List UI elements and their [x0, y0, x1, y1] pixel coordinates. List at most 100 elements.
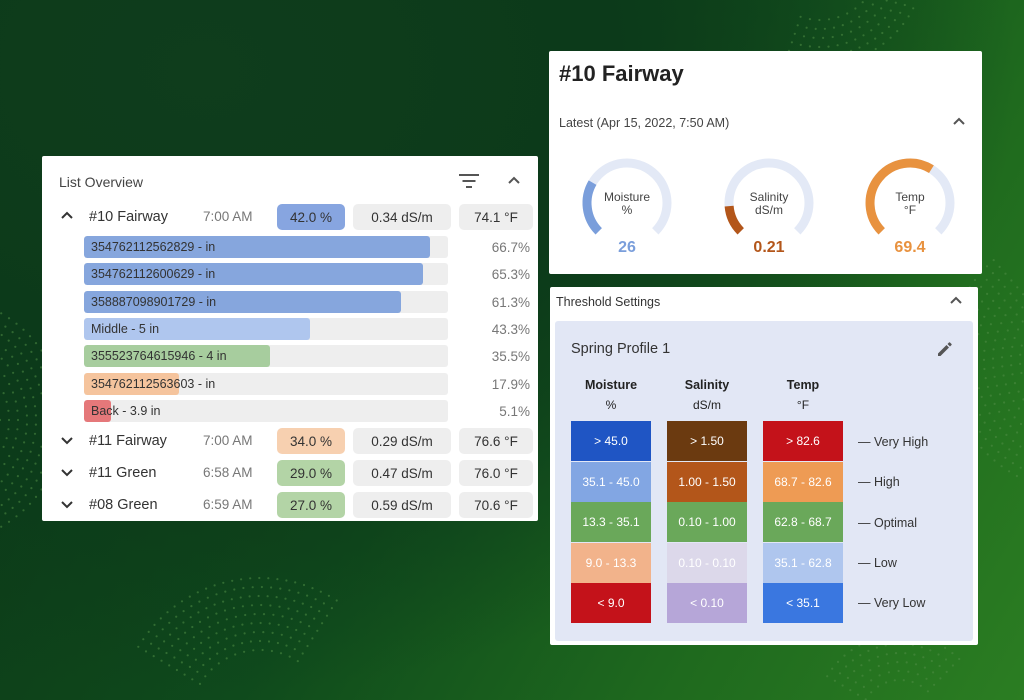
- sensor-label: 354762112562829 - in: [91, 240, 216, 254]
- column-unit: °F: [796, 398, 810, 412]
- sensor-bar-fill: [84, 290, 401, 313]
- gauge-ring: [865, 158, 955, 235]
- sensor-row[interactable]: Middle - 5 in 43.3%: [84, 317, 538, 340]
- threshold-cell: > 82.6: [763, 421, 843, 461]
- sensor-bar-track: 354762112600629 - in: [84, 263, 448, 286]
- gauge-value-arc: [582, 180, 603, 235]
- sensor-bar-track: Middle - 5 in: [84, 317, 448, 340]
- moisture-pill: 34.0 %: [277, 428, 345, 454]
- chevron-up-icon[interactable]: [951, 114, 967, 130]
- gauge-label: Temp °F: [862, 191, 958, 217]
- gauge-salinity: Salinity dS/m 0.21: [721, 155, 817, 273]
- site-row[interactable]: #10 Fairway 7:00 AM 42.0 % 0.34 dS/m 74.…: [42, 204, 538, 230]
- chevron-up-icon[interactable]: [59, 208, 75, 224]
- sensor-bar-fill: [84, 263, 423, 286]
- sensor-label: Back - 3.9 in: [91, 403, 161, 418]
- site-time: 7:00 AM: [203, 433, 253, 448]
- chevron-down-icon[interactable]: [59, 432, 75, 448]
- site-row[interactable]: #11 Fairway 7:00 AM 34.0 % 0.29 dS/m 76.…: [42, 428, 538, 454]
- sensor-percent: 65.3%: [491, 267, 530, 283]
- sensor-bar-track: 358887098901729 - in: [84, 290, 448, 313]
- sensor-label: Middle - 5 in: [91, 321, 160, 336]
- column-header: Moisture%: [571, 375, 651, 415]
- site-row[interactable]: #08 Green 6:59 AM 27.0 % 0.59 dS/m 70.6 …: [42, 492, 538, 518]
- latest-timestamp: Latest (Apr 15, 2022, 7:50 AM): [559, 116, 730, 130]
- threshold-cell: 0.10 - 1.00: [667, 502, 747, 542]
- sensor-label: 355523764615946 - 4 in: [91, 349, 227, 364]
- sensor-label: 354762112600629 - in: [91, 267, 216, 282]
- salinity-pill: 0.29 dS/m: [353, 428, 451, 454]
- moisture-pill: 42.0 %: [277, 204, 345, 230]
- site-name: #11 Fairway: [89, 433, 167, 449]
- sensor-label: 358887098901729 - in: [91, 294, 217, 309]
- column-unit: %: [605, 398, 617, 412]
- gauge-label-name: Temp: [895, 190, 925, 204]
- gauge-label: Salinity dS/m: [721, 191, 817, 217]
- sensor-row[interactable]: Back - 3.9 in 5.1%: [84, 399, 538, 422]
- gauge-label-name: Moisture: [603, 190, 650, 204]
- level-label: — Very High: [858, 435, 929, 449]
- temp-pill: 76.0 °F: [459, 460, 533, 486]
- sensor-percent: 61.3%: [491, 294, 530, 310]
- sensor-percent: 35.5%: [491, 349, 530, 365]
- sensor-row[interactable]: 354762112563603 - in 17.9%: [84, 372, 538, 395]
- threshold-profile-card: Spring Profile 1 Moisture% > 45.0 35.1 - 4…: [555, 321, 973, 641]
- chevron-up-icon[interactable]: [505, 172, 523, 190]
- moisture-pill: 29.0 %: [277, 460, 345, 486]
- column-name: Temp: [786, 378, 820, 392]
- column-header: Temp °F: [763, 375, 843, 415]
- sensor-bar-track: 355523764615946 - 4 in: [84, 345, 448, 368]
- gauge-value: 0.21: [753, 239, 785, 256]
- temp-pill: 76.6 °F: [459, 428, 533, 454]
- sensor-row[interactable]: 354762112600629 - in 65.3%: [84, 263, 538, 286]
- sensor-bar-fill: [84, 372, 179, 395]
- threshold-cell: 35.1 - 45.0: [571, 461, 651, 502]
- chevron-up-icon[interactable]: [948, 293, 964, 309]
- threshold-cell: < 0.10: [667, 583, 747, 623]
- threshold-cell: 68.7 - 82.6: [763, 461, 843, 502]
- threshold-cell: > 45.0: [571, 421, 651, 461]
- column-name: Moisture: [584, 378, 638, 392]
- sensor-label: 354762112563603 - in: [91, 376, 216, 391]
- gauge-ring: [582, 158, 672, 235]
- gauge-label-name: Salinity: [749, 190, 789, 204]
- threshold-cell: < 35.1: [763, 583, 843, 623]
- temp-pill: 70.6 °F: [459, 492, 533, 518]
- sensor-row[interactable]: 358887098901729 - in 61.3%: [84, 290, 538, 313]
- list-overview-panel: List Overview #10 Fairway 7:00 AM 42.0 %…: [42, 156, 538, 521]
- site-row[interactable]: #11 Green 6:58 AM 29.0 % 0.47 dS/m 76.0 …: [42, 460, 538, 486]
- threshold-cell: > 1.50: [667, 421, 747, 461]
- sensor-percent: 43.3%: [491, 321, 530, 337]
- threshold-cell: 13.3 - 35.1: [571, 502, 651, 542]
- threshold-cell: < 9.0: [571, 583, 651, 623]
- column-header: Salinity dS/m: [667, 375, 747, 415]
- pencil-icon[interactable]: [935, 339, 955, 359]
- site-time: 6:59 AM: [203, 497, 253, 512]
- gauge-label: Moisture%: [579, 191, 675, 217]
- sensor-row[interactable]: 354762112562829 - in 66.7%: [84, 236, 538, 258]
- threshold-cell: 9.0 - 13.3: [571, 542, 651, 583]
- sensor-bar-track: 354762112563603 - in: [84, 372, 448, 395]
- sensor-bar-track: Back - 3.9 in: [84, 399, 448, 422]
- sensor-bar-fill: [84, 317, 310, 340]
- filter-icon[interactable]: [458, 172, 480, 190]
- gauge-value: 26: [618, 239, 636, 256]
- site-title: #10 Fairway: [559, 61, 684, 86]
- list-overview-title: List Overview: [59, 174, 144, 190]
- sensor-row[interactable]: 355523764615946 - 4 in 35.5%: [84, 345, 538, 368]
- level-label: — High: [858, 475, 900, 490]
- salinity-pill: 0.34 dS/m: [353, 204, 451, 230]
- threshold-cell: 62.8 - 68.7: [763, 502, 843, 542]
- gauge-temp: Temp °F 69.4: [862, 155, 958, 273]
- chevron-down-icon[interactable]: [59, 464, 75, 480]
- sensor-bar-track: 354762112562829 - in: [84, 236, 448, 258]
- threshold-panel: Threshold Settings Spring Profile 1 Mois…: [550, 287, 978, 645]
- level-label: — Low: [858, 555, 897, 570]
- gauge-value-arc: [724, 205, 745, 235]
- temp-pill: 74.1 °F: [459, 204, 533, 230]
- salinity-pill: 0.47 dS/m: [353, 460, 451, 486]
- threshold-cell: 0.10 - 0.10: [667, 542, 747, 583]
- level-label: — Very Low: [858, 596, 926, 611]
- chevron-down-icon[interactable]: [59, 496, 75, 512]
- gauge-label-unit: °F: [903, 203, 917, 217]
